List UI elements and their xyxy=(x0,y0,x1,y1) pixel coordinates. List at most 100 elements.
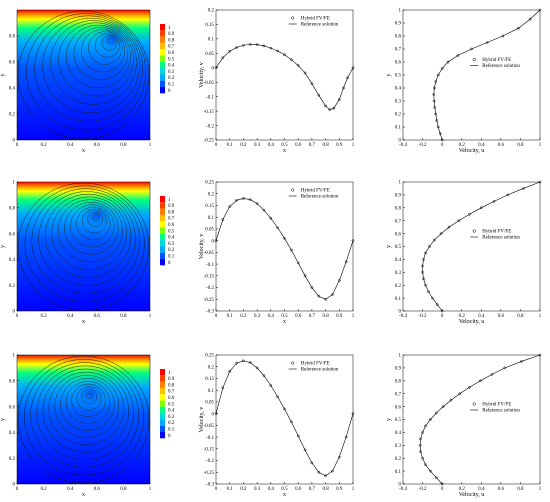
x-tick-label: 0.6 xyxy=(94,487,101,492)
chart-panel: 0 0.1 0.2 0.3 0.4 0.5 0.6 0.7 0.8 0.9 1 0.25 0.2 0.15… xyxy=(199,181,355,325)
y-tick-label: 0.4 xyxy=(9,87,16,92)
x-tick-label: 1 xyxy=(149,314,152,319)
y-tick-label: 0.1 xyxy=(208,216,215,221)
chart-panel: 0 0.1 0.2 0.3 0.4 0.5 0.6 0.7 0.8 0.9 1 0.2 0.15 0.1 0… xyxy=(199,9,355,154)
y-tick-label: 0.7 xyxy=(395,392,402,397)
hybrid-fvfe-point xyxy=(424,463,427,466)
hybrid-fvfe-point xyxy=(456,54,460,57)
streamline xyxy=(94,33,120,58)
hybrid-fvfe-point xyxy=(242,197,245,200)
colorbar-label: 0.4 xyxy=(168,236,175,241)
colorbar-label: 0.5 xyxy=(168,57,175,62)
hybrid-fvfe-point xyxy=(303,448,307,452)
streamline xyxy=(51,196,127,270)
hybrid-fvfe-point xyxy=(255,366,259,370)
y-tick-label: 0.2 xyxy=(9,284,16,289)
streamline xyxy=(38,191,136,286)
y-tick-label: 0.9 xyxy=(395,22,402,27)
plot-frame xyxy=(402,354,541,485)
plot-frame xyxy=(215,9,354,141)
streamline xyxy=(17,182,150,311)
colorbar-label: 0.5 xyxy=(168,402,175,407)
streamline xyxy=(65,380,110,424)
streamline xyxy=(30,362,139,468)
hybrid-fvfe-point xyxy=(214,66,218,70)
hybrid-fvfe-point xyxy=(421,270,424,274)
x-tick-label: 0.7 xyxy=(309,487,316,492)
colorbar-label: 0 xyxy=(168,434,171,439)
y-tick-label: 0.05 xyxy=(205,401,214,406)
hybrid-fvfe-point xyxy=(419,450,422,454)
hybrid-fvfe-point xyxy=(324,104,327,108)
reference-solution-line xyxy=(215,44,354,111)
x-tick-label: 0 xyxy=(215,487,218,492)
hybrid-fvfe-point xyxy=(337,455,341,459)
hybrid-fvfe-point xyxy=(242,359,245,363)
y-tick-label: -0.25 xyxy=(204,298,215,303)
streamline xyxy=(81,389,98,405)
y-tick-label: -0.2 xyxy=(206,459,214,464)
chart-panel: -0.4 -0.2 0 0.2 0.4 0.6 0.8 1 0 0.1 0.2 0.3 0.4 0.5 0.… xyxy=(386,353,542,498)
x-tick-label: 1 xyxy=(539,487,542,492)
x-tick-label: 0.8 xyxy=(120,487,127,492)
hybrid-fvfe-point xyxy=(538,8,542,12)
reference-solution-line xyxy=(215,198,354,300)
x-tick-label: 0.7 xyxy=(309,143,316,148)
hybrid-fvfe-point xyxy=(434,476,438,479)
y-tick-label: 0.1 xyxy=(395,126,402,131)
hybrid-fvfe-point xyxy=(432,99,436,103)
hybrid-fvfe-point xyxy=(440,482,444,486)
x-tick-label: 0.4 xyxy=(478,487,485,492)
colorbar-label: 0.7 xyxy=(168,217,175,222)
legend-marker xyxy=(472,229,476,233)
hybrid-fvfe-point xyxy=(440,138,444,142)
colorbar-swatch xyxy=(160,259,165,266)
hybrid-fvfe-point xyxy=(310,461,314,465)
legend-label: Reference solution xyxy=(482,409,520,414)
hybrid-fvfe-point xyxy=(438,132,442,135)
hybrid-fvfe-point xyxy=(428,245,431,248)
hybrid-fvfe-point xyxy=(435,119,439,122)
plot-frame xyxy=(16,354,151,485)
reference-solution-line xyxy=(422,181,541,312)
hybrid-fvfe-point xyxy=(324,297,327,301)
streamline xyxy=(76,206,111,241)
hybrid-fvfe-point xyxy=(269,217,273,220)
y-tick-label: 0.5 xyxy=(395,74,402,79)
x-tick-label: 0.5 xyxy=(281,314,288,319)
hybrid-fvfe-point xyxy=(517,26,520,30)
colorbar-swatch xyxy=(160,413,165,420)
x-tick-label: 0.8 xyxy=(322,314,329,319)
x-tick-label: 0.2 xyxy=(240,487,247,492)
heatmap-field xyxy=(17,355,150,484)
colorbar-label: 0.8 xyxy=(168,210,175,215)
hybrid-fvfe-point xyxy=(479,206,483,210)
y-axis-label: Velocity, v xyxy=(199,407,205,433)
y-tick-label: 0.6 xyxy=(9,405,16,410)
hybrid-fvfe-point xyxy=(436,73,440,77)
x-tick-label: 0.6 xyxy=(295,314,302,319)
colorbar-label: 0.9 xyxy=(168,377,175,382)
hybrid-fvfe-point xyxy=(468,385,471,389)
colorbar-label: 0.2 xyxy=(168,421,175,426)
hybrid-fvfe-point xyxy=(422,277,425,281)
colorbar-swatch xyxy=(160,387,165,395)
x-tick-label: 1 xyxy=(149,487,152,492)
y-tick-label: -0.05 xyxy=(204,424,215,429)
x-tick-label: 0.9 xyxy=(336,487,343,492)
hybrid-fvfe-point xyxy=(432,238,436,242)
x-tick-label: 0 xyxy=(215,314,218,319)
x-axis-label: x xyxy=(283,492,286,498)
colorbar-swatch xyxy=(160,214,165,222)
colorbar-swatch xyxy=(160,55,165,62)
x-tick-label: 0.6 xyxy=(498,487,505,492)
x-tick-label: 0.4 xyxy=(67,487,74,492)
legend-label: Reference solution xyxy=(301,368,339,373)
hybrid-fvfe-point xyxy=(221,218,225,221)
streamline xyxy=(57,199,123,263)
x-tick-label: 0.9 xyxy=(336,143,343,148)
y-tick-label: -0.1 xyxy=(206,263,214,268)
colorbar-swatch xyxy=(160,419,165,426)
y-tick-label: 0.7 xyxy=(395,219,402,224)
y-tick-label: 0.6 xyxy=(9,61,16,66)
